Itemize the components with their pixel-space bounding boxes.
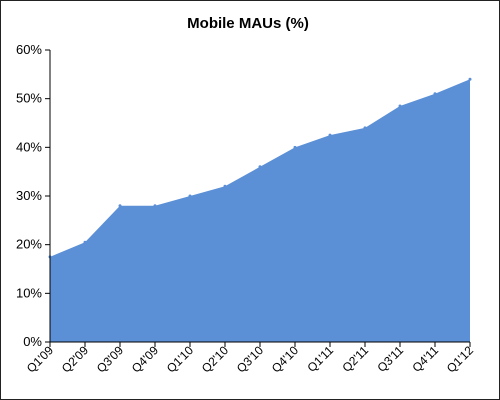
data-point bbox=[118, 204, 122, 208]
x-axis: Q1'09 Q2'09 Q3'09 Q4'09 Q1'10 Q2'10 Q3'10 Q4'10… bbox=[24, 341, 477, 376]
x-tick-label: Q1'10 bbox=[164, 343, 197, 376]
data-point bbox=[83, 240, 87, 244]
data-point bbox=[153, 204, 157, 208]
plot-area bbox=[48, 77, 472, 342]
y-tick-label: 50% bbox=[16, 91, 42, 106]
data-point bbox=[363, 126, 367, 130]
data-point bbox=[328, 133, 332, 137]
y-tick-label: 60% bbox=[16, 42, 42, 57]
area-series bbox=[50, 79, 470, 342]
data-point bbox=[398, 104, 402, 108]
data-point bbox=[468, 77, 472, 81]
x-tick-label: Q3'11 bbox=[374, 343, 406, 375]
x-tick-label: Q1'12 bbox=[444, 343, 477, 376]
data-point bbox=[293, 145, 297, 149]
x-tick-label: Q3'10 bbox=[234, 343, 267, 376]
chart-title: Mobile MAUs (%) bbox=[187, 15, 309, 32]
x-tick-label: Q4'10 bbox=[269, 343, 302, 376]
y-axis: 0% 10% 20% 30% 40% 50% 60% bbox=[16, 42, 51, 349]
x-tick-label: Q4'11 bbox=[409, 343, 441, 375]
x-tick-label: Q3'09 bbox=[94, 343, 127, 376]
x-tick-label: Q2'10 bbox=[199, 343, 232, 376]
data-point bbox=[433, 92, 437, 96]
y-tick-label: 10% bbox=[16, 285, 42, 300]
data-point bbox=[223, 184, 227, 188]
data-point bbox=[188, 194, 192, 198]
y-tick-label: 20% bbox=[16, 237, 42, 252]
x-tick-label: Q1'11 bbox=[304, 343, 336, 375]
y-tick-label: 40% bbox=[16, 139, 42, 154]
y-tick-label: 30% bbox=[16, 188, 42, 203]
data-point bbox=[258, 165, 262, 169]
y-tick-label: 0% bbox=[23, 334, 42, 349]
x-tick-label: Q2'11 bbox=[339, 343, 371, 375]
x-tick-label: Q4'09 bbox=[129, 343, 162, 376]
x-tick-label: Q2'09 bbox=[59, 343, 92, 376]
